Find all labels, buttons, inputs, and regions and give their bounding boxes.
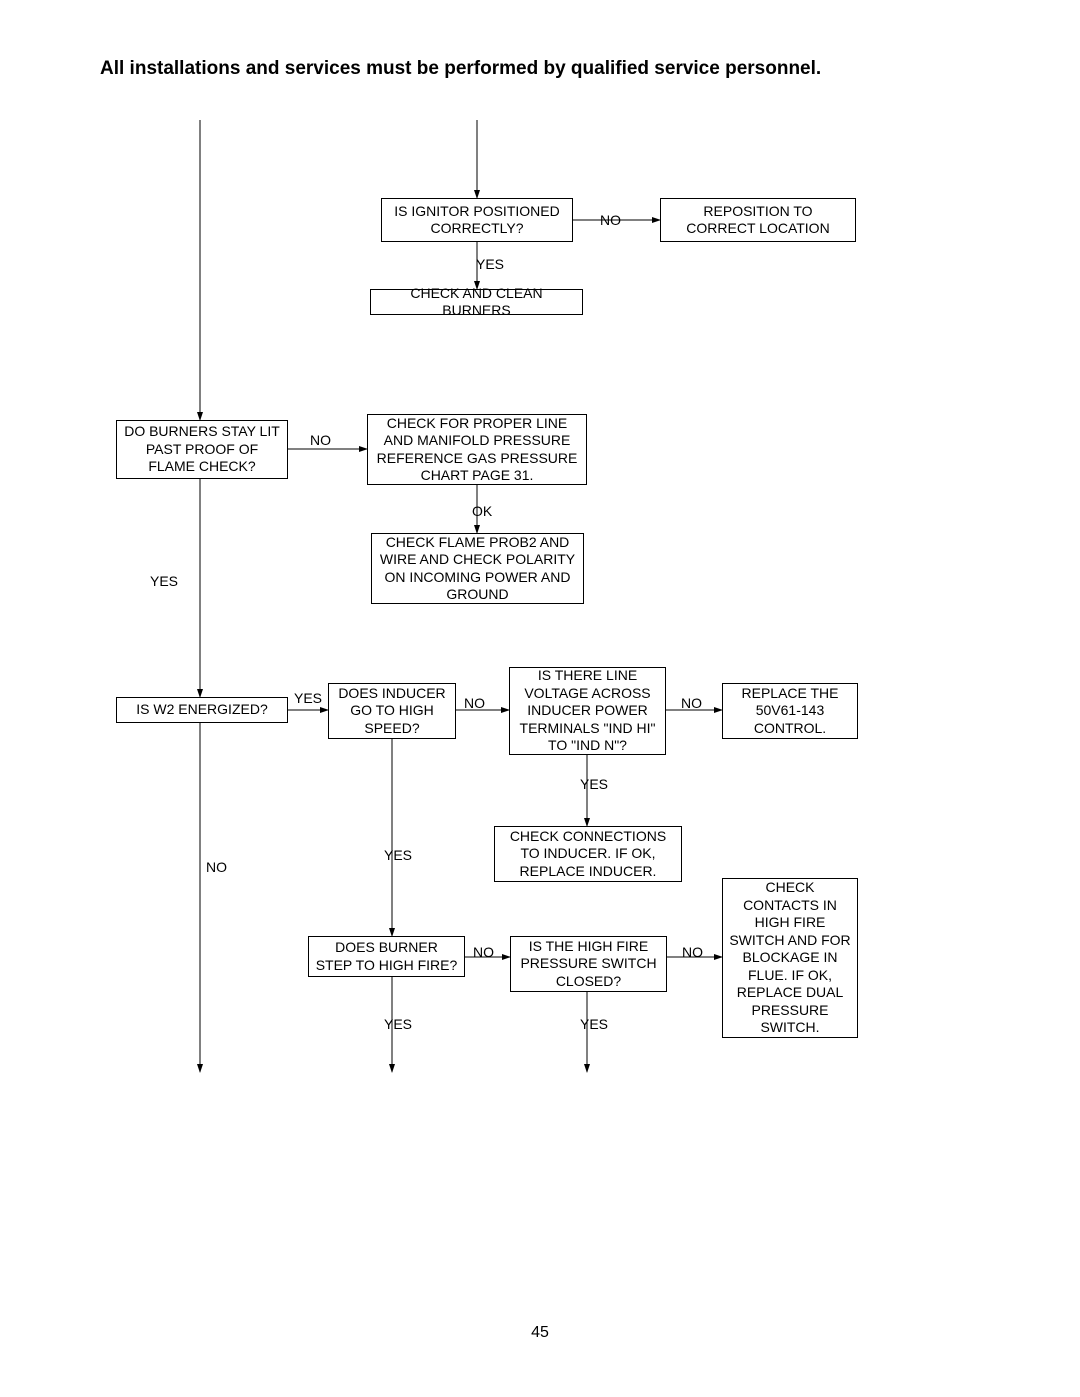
flow-node-w2: IS W2 ENERGIZED?: [116, 697, 288, 723]
flow-node-lineman: CHECK FOR PROPER LINE AND MANIFOLD PRESS…: [367, 414, 587, 485]
page-number: 45: [0, 1324, 1080, 1342]
edge-label: NO: [464, 695, 485, 711]
flow-node-flameprob: CHECK FLAME PROB2 AND WIRE AND CHECK POL…: [371, 533, 584, 604]
edge-label: NO: [206, 859, 227, 875]
flow-node-replace50: REPLACE THE 50V61-143 CONTROL.: [722, 683, 858, 739]
flow-node-bstep: DOES BURNER STEP TO HIGH FIRE?: [308, 936, 465, 977]
flow-node-burnerslit: DO BURNERS STAY LIT PAST PROOF OF FLAME …: [116, 420, 288, 479]
flow-node-checkcont: CHECK CONTACTS IN HIGH FIRE SWITCH AND F…: [722, 878, 858, 1038]
document-page: All installations and services must be p…: [0, 0, 1080, 1397]
edge-label: YES: [384, 847, 412, 863]
edge-label: NO: [600, 212, 621, 228]
edge-label: NO: [473, 944, 494, 960]
edge-label: OK: [472, 503, 492, 519]
flow-node-checkconn: CHECK CONNECTIONS TO INDUCER. IF OK, REP…: [494, 826, 682, 882]
edge-label: YES: [384, 1016, 412, 1032]
edge-label: YES: [476, 256, 504, 272]
flow-node-ignitor: IS IGNITOR POSITIONED CORRECTLY?: [381, 198, 573, 242]
edge-label: YES: [150, 573, 178, 589]
flow-node-hifiresw: IS THE HIGH FIRE PRESSURE SWITCH CLOSED?: [510, 936, 667, 992]
edge-label: NO: [681, 695, 702, 711]
flow-node-reposition: REPOSITION TO CORRECT LOCATION: [660, 198, 856, 242]
edge-label: YES: [580, 1016, 608, 1032]
edge-label: YES: [580, 776, 608, 792]
page-header: All installations and services must be p…: [100, 58, 821, 80]
flow-node-linevolt: IS THERE LINE VOLTAGE ACROSS INDUCER POW…: [509, 667, 666, 755]
flow-node-inducer: DOES INDUCER GO TO HIGH SPEED?: [328, 683, 456, 739]
edge-label: YES: [294, 690, 322, 706]
flow-node-cleanburn: CHECK AND CLEAN BURNERS: [370, 289, 583, 315]
edge-label: NO: [682, 944, 703, 960]
edge-label: NO: [310, 432, 331, 448]
